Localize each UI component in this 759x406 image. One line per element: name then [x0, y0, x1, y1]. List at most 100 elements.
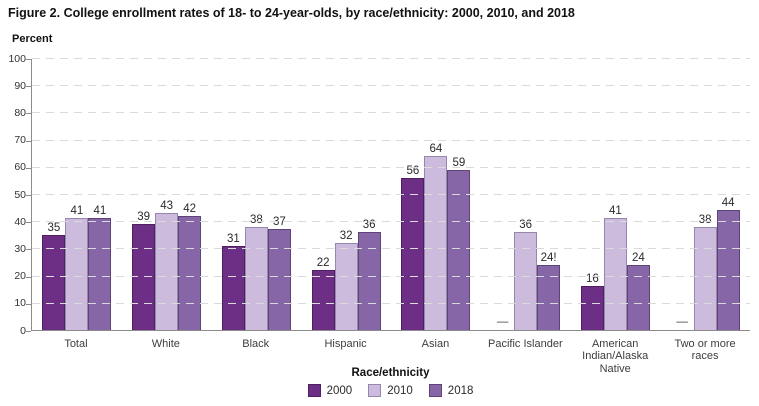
- x-axis-category-labels: Total White Black Hispanic Asian Pacific Isla…: [31, 338, 750, 375]
- legend-label: 2018: [447, 384, 474, 397]
- bar-2000: 39: [132, 211, 156, 330]
- bar-group-two-or-more-races: — 38 44: [660, 59, 750, 330]
- legend-label: 2000: [326, 384, 353, 397]
- bar-2000: 22: [311, 257, 335, 330]
- x-category-label: Hispanic: [324, 338, 367, 350]
- y-tick-mark: [26, 86, 31, 88]
- bar-2010: 41: [65, 205, 89, 330]
- bar-2000: 56: [401, 165, 425, 330]
- y-tick-mark: [26, 222, 31, 224]
- y-tick-mark: [26, 249, 31, 251]
- bar-value-label: —: [676, 316, 688, 328]
- gridline: [32, 58, 750, 59]
- bar-groups: 354141394342313837223236566459—3624!1641…: [32, 59, 750, 330]
- bar-2018: 44: [716, 197, 740, 330]
- bar-value-label: 35: [47, 222, 61, 234]
- y-tick-label: 40: [14, 215, 26, 228]
- bar-group-black: 31 38 37: [212, 59, 302, 330]
- y-tick-mark: [26, 303, 31, 305]
- bar-2018: 59: [447, 157, 471, 330]
- bar-value-label: 42: [183, 203, 197, 215]
- y-tick-label: 90: [14, 79, 26, 92]
- bar-value-label: 39: [137, 211, 151, 223]
- bar-2010: 38: [693, 214, 717, 330]
- bar-2010: 41: [603, 205, 627, 330]
- bar-value-label: 24!: [540, 252, 557, 264]
- y-tick-label: 10: [14, 297, 26, 310]
- bar-2000: 31: [221, 233, 245, 330]
- bar-group-white: 39 43 42: [122, 59, 212, 330]
- y-tick-mark: [26, 140, 31, 142]
- legend-label: 2010: [387, 384, 413, 397]
- x-category-label: Total: [64, 338, 88, 350]
- bar-value-label: 64: [429, 143, 443, 155]
- bar-value-label: 44: [721, 197, 735, 209]
- bar-2000: 16: [580, 273, 604, 330]
- bar-group-hispanic: 22 32 36: [301, 59, 391, 330]
- bar-value-label: 41: [93, 205, 107, 217]
- y-tick-label: 20: [14, 270, 26, 283]
- y-tick-mark: [26, 331, 31, 332]
- bar-value-label: 41: [70, 205, 84, 217]
- legend-item-2000: 2000: [307, 384, 353, 397]
- gridline: [32, 221, 750, 223]
- x-category-label: American Indian/Alaska Native: [582, 338, 649, 375]
- bar-group-asian: 56 64 59: [391, 59, 481, 330]
- x-category-label: Two or more races: [674, 338, 736, 363]
- x-axis-title: Race/ethnicity: [351, 367, 430, 379]
- bar-value-label: 32: [339, 230, 353, 242]
- y-tick-label: 80: [14, 106, 26, 119]
- x-category-label: Pacific Islander: [488, 338, 563, 350]
- bar-2010: 43: [155, 200, 179, 330]
- bar-group-pacific-islander: — 36 24!: [481, 59, 571, 330]
- bar-2018: 24: [626, 252, 650, 330]
- y-tick-label: 70: [14, 134, 26, 147]
- gridline: [32, 85, 750, 87]
- y-tick-mark: [26, 195, 31, 196]
- gridline: [32, 302, 750, 304]
- y-tick-mark: [26, 167, 31, 169]
- bar-2018: 37: [267, 216, 291, 330]
- bar-2010: 64: [424, 143, 448, 330]
- legend-swatch-2018: [428, 384, 442, 397]
- legend-swatch-2010: [368, 384, 382, 397]
- bar-2010: 32: [334, 230, 358, 330]
- x-category-label: Asian: [421, 338, 450, 350]
- bar-2018: 41: [88, 205, 112, 330]
- bar-value-label: 56: [406, 165, 420, 177]
- y-axis-label: Percent: [12, 33, 53, 45]
- y-tick-label: 0: [20, 324, 26, 337]
- gridline: [32, 275, 750, 277]
- bar-group-total: 35 41 41: [32, 59, 122, 330]
- bar-2000: 35: [42, 222, 66, 330]
- x-category-label: Black: [242, 338, 270, 350]
- chart-title: Figure 2. College enrollment rates of 18…: [8, 6, 575, 20]
- bar-value-label: 22: [316, 257, 330, 269]
- gridline: [32, 248, 750, 250]
- bar-2018: 24!: [537, 252, 561, 330]
- y-tick-label: 60: [14, 161, 26, 174]
- y-tick-mark: [26, 113, 31, 115]
- bar-2018: 36: [357, 219, 381, 330]
- gridline: [32, 139, 750, 141]
- legend-swatch-2000: [307, 384, 321, 397]
- bar-value-label: 24: [631, 252, 645, 264]
- gridline: [32, 166, 750, 168]
- legend: 2000 2010 2018: [31, 384, 750, 397]
- legend-item-2010: 2010: [368, 384, 413, 397]
- bar-2010: 38: [244, 214, 268, 330]
- bar-value-label: 38: [249, 214, 263, 226]
- bar-2010: 36: [514, 219, 538, 330]
- bar-value-label: 38: [698, 214, 712, 226]
- gridline: [32, 194, 750, 195]
- legend-item-2018: 2018: [428, 384, 474, 397]
- y-tick-label: 30: [14, 242, 26, 255]
- bar-value-label: 41: [608, 205, 622, 217]
- bar-2018: 42: [178, 203, 202, 330]
- y-tick-label: 50: [14, 188, 26, 201]
- y-tick-mark: [26, 276, 31, 278]
- y-tick-label: 100: [8, 52, 26, 65]
- bar-group-american-indian-alaska-native: 16 41 24: [571, 59, 661, 330]
- bar-value-label: 31: [226, 233, 240, 245]
